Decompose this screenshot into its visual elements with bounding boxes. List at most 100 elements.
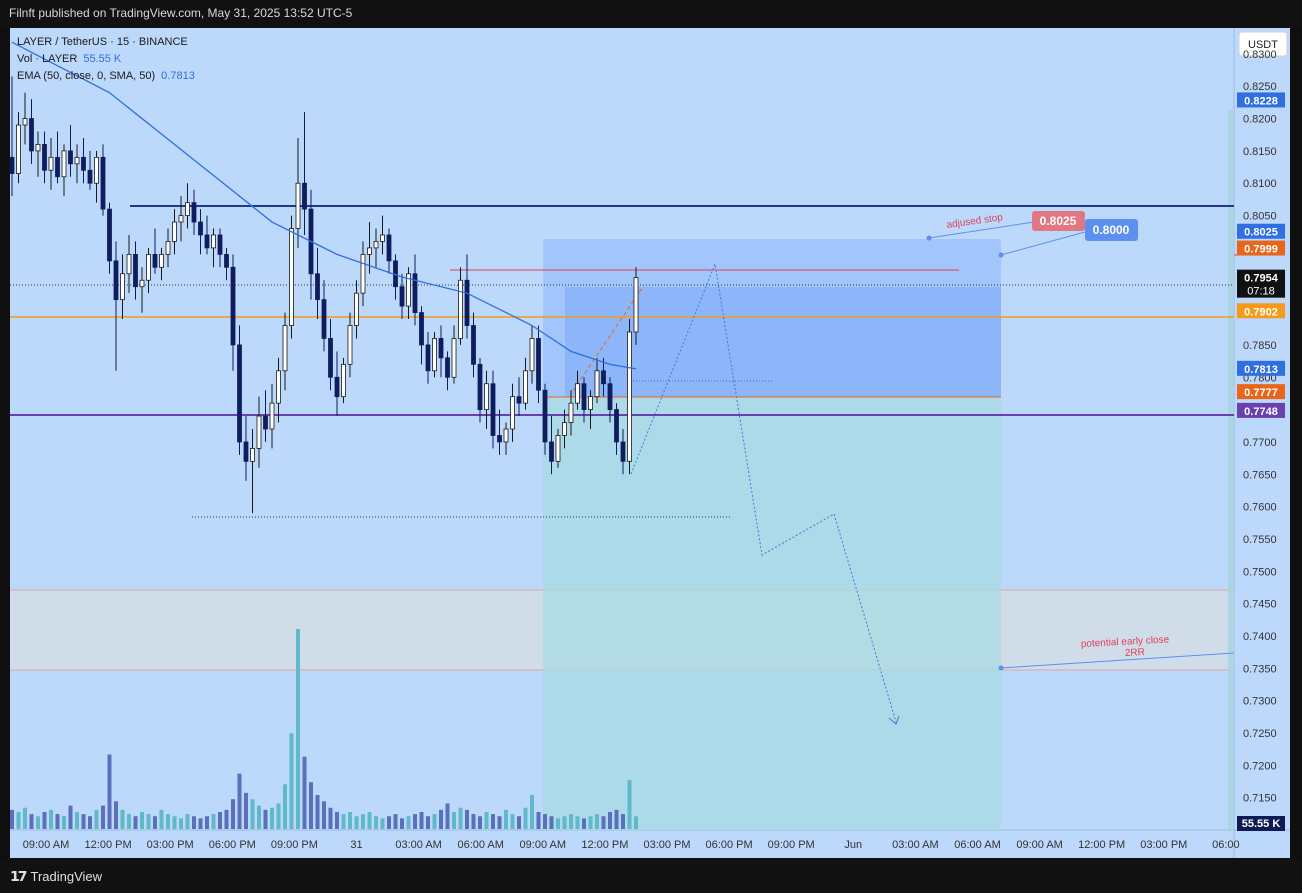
candle-body: [42, 144, 47, 171]
volume-bar: [413, 814, 417, 829]
price-label-badge: [1237, 384, 1285, 400]
stop-target-connector: [1000, 231, 1086, 256]
price-label-value: 0.7902: [1244, 306, 1278, 318]
candle-body: [367, 247, 372, 255]
volume-bar: [49, 809, 53, 829]
volume-bar: [302, 756, 307, 829]
candle-body: [107, 208, 112, 262]
candle-body: [568, 402, 574, 423]
volume-bar: [335, 811, 339, 829]
candle-body: [432, 338, 437, 372]
volume-bar: [42, 811, 47, 829]
price-label-badge: [1237, 269, 1285, 298]
candle-body: [29, 118, 34, 152]
volume-bar: [166, 814, 170, 829]
volume-bar: [309, 782, 313, 829]
volume-bar: [530, 794, 534, 829]
currency-button[interactable]: [1238, 31, 1288, 57]
legend-volume: Vol · LAYER 55.55 K: [17, 53, 122, 65]
adjusted-stop-connector: [928, 221, 1035, 239]
candle-body: [120, 273, 125, 301]
candle-body: [542, 389, 548, 443]
legend-ema-value: 0.7813: [161, 70, 195, 82]
candle-body: [438, 338, 444, 359]
price-tick-label: 0.7700: [1243, 437, 1277, 449]
volume-bar: [575, 816, 580, 829]
volume-bar: [445, 803, 450, 829]
price-label-badge: [1237, 360, 1285, 376]
candle-body: [594, 370, 600, 398]
candle-body: [35, 144, 41, 152]
volume-bar: [367, 811, 372, 829]
price-label-value: 0.7777: [1244, 387, 1278, 399]
volume-bar: [510, 814, 515, 829]
volume-bar: [172, 816, 177, 829]
volume-bar: [361, 814, 365, 829]
candle-body: [217, 234, 223, 255]
volume-bar: [146, 814, 151, 829]
volume-bar: [276, 803, 281, 829]
candle-body: [510, 396, 515, 430]
candle-body: [373, 241, 379, 249]
volume-bar: [94, 809, 99, 829]
price-tick-label: 0.7300: [1243, 696, 1277, 708]
tradingview-brand: TradingView: [30, 869, 103, 884]
candle-body: [503, 428, 509, 443]
price-tick-label: 0.8200: [1243, 114, 1277, 126]
price-tick-label: 0.7150: [1243, 793, 1277, 805]
candle-body: [607, 383, 613, 410]
volume-bar: [614, 809, 619, 829]
volume-bar: [205, 816, 209, 829]
volume-bar: [159, 809, 164, 829]
candle-body: [471, 325, 476, 365]
volume-bar: [341, 814, 346, 829]
candle-body: [139, 279, 145, 288]
early-close-anchor[interactable]: [998, 665, 1004, 671]
candle-body: [555, 435, 561, 462]
candle-body: [334, 376, 340, 398]
price-tick-label: 0.8250: [1243, 81, 1277, 93]
volume-bar: [536, 811, 541, 829]
volume-bar: [517, 816, 521, 829]
currency-button-label: USDT: [1248, 39, 1278, 51]
volume-bar: [374, 816, 378, 829]
candle-body: [360, 253, 366, 294]
candle-body: [224, 253, 229, 268]
volume-bar: [322, 801, 326, 829]
candle-body: [601, 370, 606, 385]
candle-body: [627, 331, 632, 462]
candle-body: [237, 344, 242, 443]
volume-bar: [107, 754, 112, 829]
time-tick-label: 09:00 PM: [768, 839, 815, 851]
tradingview-logo[interactable]: 𝟭𝟳 TradingView: [10, 868, 102, 885]
volume-bar: [244, 792, 248, 829]
stop-target-anchor[interactable]: [998, 252, 1004, 258]
candle-body: [22, 118, 28, 126]
volume-bar: [497, 816, 502, 829]
candle-body: [523, 370, 528, 404]
volume-bar: [400, 818, 404, 829]
price-label-value: 0.8228: [1244, 95, 1278, 107]
candle-body: [126, 253, 132, 275]
candle-body: [458, 279, 463, 339]
candle-body: [61, 150, 67, 178]
volume-bar: [582, 818, 586, 829]
time-tick-label: 03:00 PM: [147, 839, 194, 851]
candle-body: [48, 156, 54, 171]
volume-bar: [55, 814, 60, 829]
time-tick-label: 12:00 PM: [85, 839, 132, 851]
candle-body: [562, 422, 567, 436]
footer-bar: 𝟭𝟳 TradingView: [0, 860, 1302, 893]
time-tick-label: 03:00 AM: [892, 839, 938, 851]
price-tick-label: 0.7250: [1243, 728, 1277, 740]
adjusted-stop-anchor[interactable]: [926, 235, 932, 241]
volume-bar: [354, 816, 359, 829]
time-tick-label: 06:00: [1212, 839, 1240, 851]
candle-body: [295, 182, 301, 229]
candle-body: [198, 221, 203, 236]
volume-bar: [549, 816, 554, 829]
volume-bar: [406, 816, 411, 829]
volume-bar: [380, 818, 385, 829]
volume-bar: [237, 773, 242, 829]
